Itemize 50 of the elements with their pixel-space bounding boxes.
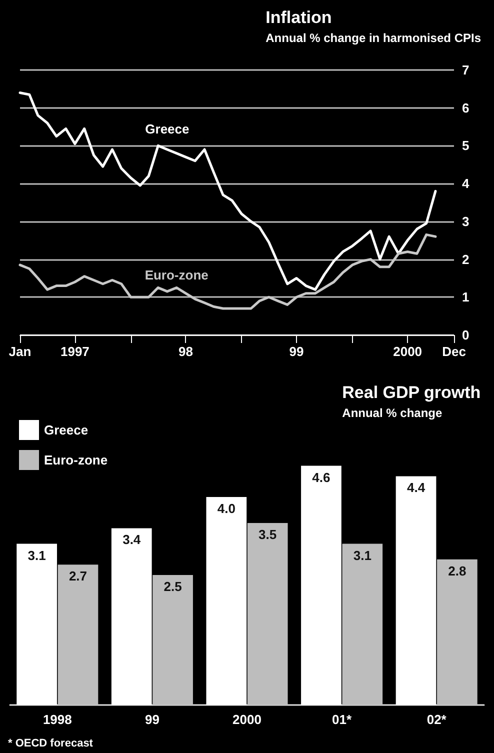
bar <box>152 575 193 705</box>
x-tick-label: 01* <box>332 712 352 727</box>
x-tick-label: 98 <box>178 344 193 359</box>
line-series <box>18 91 437 291</box>
bar <box>342 544 383 705</box>
y-tick-label: 5 <box>462 138 470 154</box>
x-tick-label: 2000 <box>232 712 262 727</box>
data-label: 2.7 <box>68 568 88 584</box>
bar <box>437 559 478 705</box>
text: * OECD forecast <box>8 738 94 750</box>
chart-title: Inflation <box>266 8 332 27</box>
x-tick-label: Dec <box>442 344 466 359</box>
data-label: 2.5 <box>164 579 182 594</box>
series-label: Euro-zone <box>144 268 208 283</box>
x-tick-label: 02* <box>426 712 448 727</box>
data-label: 4.4 <box>406 480 426 496</box>
data-label: 3.4 <box>122 532 142 548</box>
data-label: 4.6 <box>312 470 330 485</box>
bar <box>396 476 436 705</box>
bar <box>206 497 247 705</box>
y-tick-label: 0 <box>462 328 470 342</box>
bar <box>16 544 57 705</box>
bar <box>301 466 342 705</box>
data-label: 4.0 <box>217 501 236 516</box>
chart-title: Real GDP growth <box>342 383 481 402</box>
x-tick-label: 99 <box>289 344 304 359</box>
bar <box>111 528 152 705</box>
y-tick-label: 7 <box>462 62 470 78</box>
data-label: 2.8 <box>448 563 466 578</box>
chart-subtitle: Annual % change <box>342 406 442 420</box>
x-tick-label: Jan <box>8 344 32 359</box>
y-tick-label: 4 <box>462 176 470 192</box>
y-tick-label: 1 <box>462 290 470 305</box>
chart-subtitle: Annual % change in harmonised CPIs <box>266 31 482 45</box>
legend-label: Euro-zone <box>44 452 108 468</box>
x-tick-label: 1997 <box>60 344 90 359</box>
bar <box>58 564 98 705</box>
bar <box>247 523 288 705</box>
y-tick-label: 3 <box>462 214 470 229</box>
x-tick-label: 1998 <box>42 712 72 727</box>
x-tick-label: 99 <box>144 712 160 727</box>
y-tick-label: 2 <box>462 252 470 267</box>
x-tick-label: 2000 <box>393 344 422 359</box>
data-label: 3.5 <box>258 527 277 542</box>
data-label: 3.1 <box>353 548 372 563</box>
legend-label: Greece <box>44 422 88 438</box>
line-series <box>18 233 437 310</box>
data-label: 3.1 <box>28 548 46 563</box>
series-label: Greece <box>145 122 190 136</box>
y-tick-label: 6 <box>462 100 470 116</box>
